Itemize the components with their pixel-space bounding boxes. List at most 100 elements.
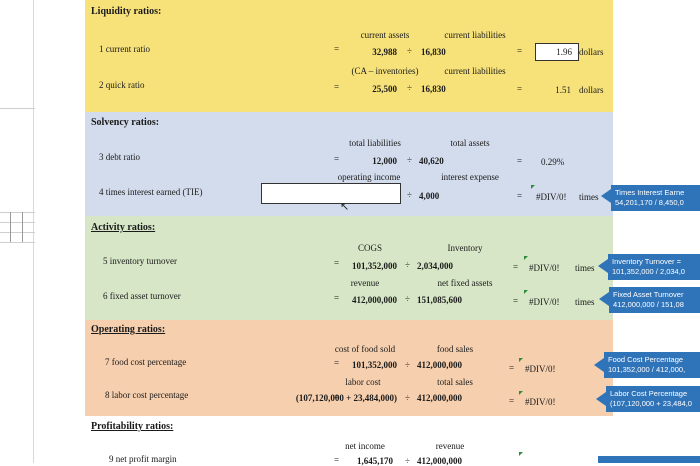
section-title: Profitability ratios: <box>91 421 174 432</box>
callout-line: 101,352,000 / 2,034,0 <box>612 267 685 276</box>
liquidity-section: Liquidity ratios: 1 current ratio = curr… <box>85 0 613 112</box>
equals-sign: = <box>334 154 340 164</box>
numerator-value[interactable]: 32,988 <box>372 47 397 57</box>
equals-sign: = <box>334 44 340 54</box>
error-indicator <box>519 391 523 395</box>
section-title: Solvency ratios: <box>91 117 160 128</box>
solvency-section: Solvency ratios: total liabilities total… <box>85 112 613 216</box>
denominator-value[interactable]: 2,034,000 <box>417 261 453 271</box>
equals-sign: = <box>334 258 340 268</box>
result-value[interactable]: #DIV/0! <box>529 263 560 273</box>
unit-label: times <box>575 297 595 307</box>
callout-line: Labor Cost Percentage <box>610 389 688 398</box>
result-value: 1.96 <box>556 47 572 57</box>
result-value[interactable]: 1.51 <box>555 85 571 95</box>
gridline <box>10 212 11 242</box>
denominator-value[interactable]: 16,830 <box>421 47 446 57</box>
equals-sign: = <box>509 396 515 406</box>
unit-label: dollars <box>579 85 604 95</box>
numerator-label: revenue <box>350 278 380 288</box>
divide-sign: ÷ <box>407 83 412 93</box>
error-indicator <box>524 256 528 260</box>
numerator-value[interactable]: (107,120,000 + 23,484,000) <box>295 393 397 403</box>
callout-arrow-icon <box>596 392 606 406</box>
numerator-value[interactable]: 1,645,170 <box>357 456 393 466</box>
divide-sign: ÷ <box>405 294 410 304</box>
ratio-label: 2 quick ratio <box>99 80 145 90</box>
equals-sign: = <box>513 296 519 306</box>
denominator-label: current liabilities <box>444 66 506 76</box>
denominator-value[interactable]: 40,620 <box>419 156 444 166</box>
numerator-value[interactable]: 25,500 <box>372 84 397 94</box>
section-title: Liquidity ratios: <box>91 6 162 17</box>
divide-sign: ÷ <box>407 155 412 165</box>
numerator-value[interactable]: 12,000 <box>372 156 397 166</box>
error-indicator <box>531 185 535 189</box>
unit-label: times <box>575 263 595 273</box>
result-value[interactable]: #DIV/0! <box>536 192 567 202</box>
result-value[interactable]: 0.29% <box>541 157 565 167</box>
numerator-value[interactable]: 101,352,000 <box>352 261 397 271</box>
denominator-value[interactable]: 151,085,600 <box>417 295 462 305</box>
numerator-value[interactable]: 412,000,000 <box>352 295 397 305</box>
ratio-label: 1 current ratio <box>99 44 150 54</box>
unit-label: times <box>579 192 599 202</box>
denominator-label: Inventory <box>447 243 483 253</box>
denominator-value[interactable]: 4,000 <box>419 191 440 201</box>
result-cell[interactable]: 1.96 <box>535 43 579 61</box>
result-value[interactable]: #DIV/0! <box>529 297 560 307</box>
callout-arrow-icon <box>599 292 609 306</box>
denominator-label: revenue <box>435 441 465 451</box>
numerator-value[interactable]: 101,352,000 <box>352 360 397 370</box>
denominator-label: total sales <box>437 377 473 387</box>
denominator-label: net fixed assets <box>437 278 493 288</box>
callout-line: (107,120,000 + 23,484,0 <box>610 399 692 408</box>
numerator-label: net income <box>345 441 385 451</box>
gridline <box>0 232 35 233</box>
callout-food-cost: Food Cost Percentage 101,352,000 / 412,0… <box>604 352 700 378</box>
callout-tie: Times Interest Earne 54,201,170 / 8,450,… <box>611 185 700 211</box>
section-title: Operating ratios: <box>91 324 166 335</box>
divide-sign: ÷ <box>407 190 412 200</box>
numerator-label: current assets <box>360 30 410 40</box>
result-value[interactable]: #DIV/0! <box>525 397 556 407</box>
ratio-label: 5 inventory turnover <box>103 256 177 266</box>
error-indicator <box>524 290 528 294</box>
ratio-label: 7 food cost percentage <box>105 357 187 367</box>
section-title: Activity ratios: <box>91 222 156 233</box>
callout-line: 412,000,000 / 151,08 <box>613 300 684 309</box>
denominator-value[interactable]: 412,000,000 <box>417 393 462 403</box>
denominator-value[interactable]: 412,000,000 <box>417 360 462 370</box>
equals-sign: = <box>334 82 340 92</box>
ratio-label: 8 labor cost percentage <box>105 390 189 400</box>
equals-sign: = <box>513 262 519 272</box>
equals-sign: = <box>334 293 340 303</box>
denominator-label: interest expense <box>441 172 499 182</box>
gridline <box>0 242 35 243</box>
denominator-label: current liabilities <box>444 30 506 40</box>
unit-label: dollars <box>579 47 604 57</box>
ratio-label: 6 fixed asset turnover <box>103 291 181 301</box>
equals-sign: = <box>517 46 523 56</box>
denominator-value[interactable]: 16,830 <box>421 84 446 94</box>
error-indicator <box>519 358 523 362</box>
equals-sign: = <box>517 156 523 166</box>
denominator-value[interactable]: 412,000,000 <box>417 456 462 466</box>
result-value[interactable]: #DIV/0! <box>525 364 556 374</box>
equals-sign: = <box>517 84 523 94</box>
callout-arrow-icon <box>594 358 604 372</box>
callout-arrow-icon <box>601 189 611 203</box>
equals-sign: = <box>509 363 515 373</box>
callout-arrow-icon <box>598 259 608 273</box>
numerator-label: COGS <box>357 243 382 253</box>
operating-income-input[interactable] <box>261 183 401 204</box>
callout-line: Inventory Turnover = <box>612 257 681 266</box>
ratio-label: 9 net profit margin <box>109 454 177 464</box>
gridline <box>0 212 35 213</box>
gridline <box>33 0 34 463</box>
gridline <box>22 212 23 242</box>
callout-line: Fixed Asset Turnover <box>613 290 684 299</box>
denominator-label: food sales <box>436 344 474 354</box>
activity-section: Activity ratios: COGS Inventory 5 invent… <box>85 216 613 320</box>
ratio-label: 3 debt ratio <box>99 152 140 162</box>
